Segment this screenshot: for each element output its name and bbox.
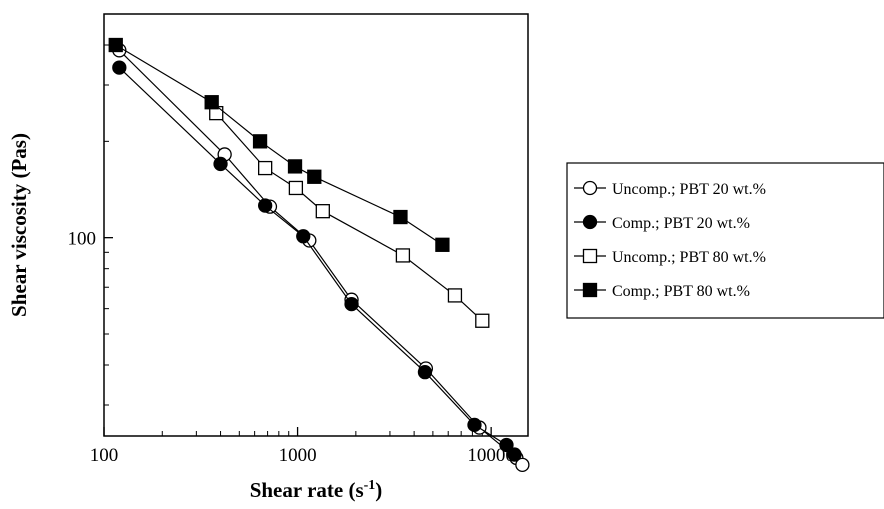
x-tick-label: 1000 (279, 445, 317, 466)
legend-marker (582, 248, 598, 264)
data-point (393, 209, 408, 225)
data-point (258, 160, 273, 176)
data-point (288, 180, 304, 196)
legend-marker (582, 282, 598, 298)
data-point (507, 447, 522, 462)
data-point (344, 296, 359, 312)
legend-marker (582, 214, 598, 230)
series-1 (112, 43, 530, 473)
data-point (515, 457, 530, 473)
series-layer (108, 37, 530, 473)
legend-entry: Comp.; PBT 80 wt.% (574, 282, 750, 300)
legend-entry: Comp.; PBT 20 wt.% (574, 214, 750, 232)
series-3 (209, 105, 490, 328)
series-2 (112, 60, 522, 462)
data-point (499, 437, 514, 453)
data-point (475, 313, 490, 328)
data-point (258, 198, 273, 213)
data-point (417, 364, 433, 380)
data-point (447, 288, 463, 303)
series-line (118, 67, 515, 455)
plot-frame (103, 13, 529, 437)
data-point (435, 237, 450, 252)
x-tick-label: 100 (90, 445, 119, 466)
data-point (112, 60, 127, 75)
x-axis-label: Shear rate (s-1) (250, 478, 383, 502)
data-point (467, 417, 482, 433)
legend-box (566, 162, 884, 319)
data-point (307, 169, 322, 184)
data-point (252, 134, 268, 149)
series-4 (108, 37, 450, 252)
legend-label: Comp.; PBT 80 wt.% (612, 283, 750, 300)
data-point (108, 37, 123, 53)
data-point (204, 95, 219, 110)
legend-entry: Uncomp.; PBT 80 wt.% (574, 248, 766, 266)
legend: Uncomp.; PBT 20 wt.% Comp.; PBT 20 wt.% Un… (566, 162, 884, 319)
data-point (395, 248, 411, 263)
legend-entry: Uncomp.; PBT 20 wt.% (574, 180, 766, 198)
plot-area (103, 13, 529, 437)
data-point (213, 156, 228, 172)
series-line (118, 49, 523, 466)
axis-ticks (103, 44, 492, 436)
legend-label: Comp.; PBT 20 wt.% (612, 215, 750, 232)
y-axis-label: Shear viscosity (Pas) (7, 133, 31, 317)
data-point (315, 204, 330, 219)
data-point (296, 229, 311, 244)
legend-marker (582, 180, 598, 196)
legend-label: Uncomp.; PBT 20 wt.% (612, 181, 766, 198)
y-tick-label: 100 (68, 229, 97, 250)
legend-label: Uncomp.; PBT 80 wt.% (612, 249, 766, 266)
data-point (287, 159, 303, 174)
